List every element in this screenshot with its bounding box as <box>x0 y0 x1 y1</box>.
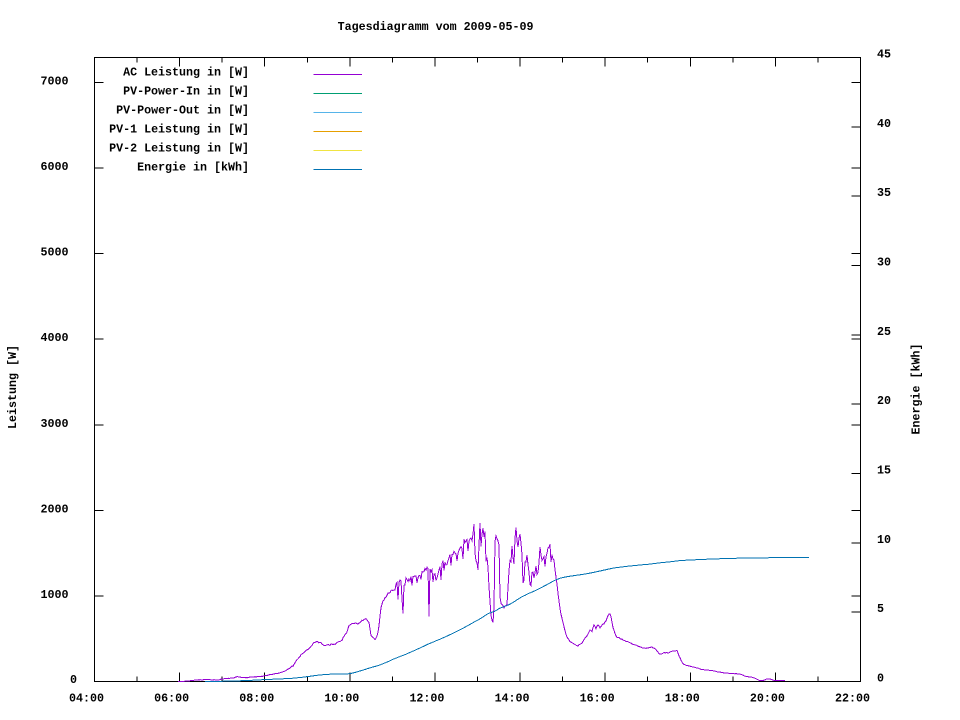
svg-text:14:00: 14:00 <box>495 692 530 706</box>
svg-text:2000: 2000 <box>41 502 69 516</box>
svg-text:6000: 6000 <box>41 160 69 174</box>
svg-text:Energie [kWh]: Energie [kWh] <box>910 344 924 435</box>
svg-text:0: 0 <box>877 672 884 686</box>
svg-text:Tagesdiagramm vom 2009-05-09: Tagesdiagramm vom 2009-05-09 <box>338 20 534 34</box>
svg-text:20:00: 20:00 <box>750 692 785 706</box>
svg-text:22:00: 22:00 <box>835 692 870 706</box>
svg-text:15: 15 <box>877 464 891 478</box>
svg-text:PV-Power-Out in [W]: PV-Power-Out in [W] <box>116 103 249 117</box>
svg-text:1000: 1000 <box>41 588 69 602</box>
svg-text:Energie in [kWh]: Energie in [kWh] <box>137 160 249 174</box>
svg-text:PV-1 Leistung in [W]: PV-1 Leistung in [W] <box>109 122 249 136</box>
svg-text:Leistung [W]: Leistung [W] <box>6 345 20 429</box>
svg-text:45: 45 <box>877 48 891 62</box>
svg-text:30: 30 <box>877 256 891 270</box>
svg-text:PV-Power-In in [W]: PV-Power-In in [W] <box>123 84 249 98</box>
svg-text:10: 10 <box>877 533 891 547</box>
svg-text:18:00: 18:00 <box>665 692 700 706</box>
svg-text:4000: 4000 <box>41 331 69 345</box>
svg-text:3000: 3000 <box>41 417 69 431</box>
svg-text:40: 40 <box>877 117 891 131</box>
svg-text:5000: 5000 <box>41 246 69 260</box>
svg-text:10:00: 10:00 <box>324 692 359 706</box>
svg-text:12:00: 12:00 <box>409 692 444 706</box>
svg-text:04:00: 04:00 <box>69 692 104 706</box>
svg-text:20: 20 <box>877 394 891 408</box>
svg-text:25: 25 <box>877 325 891 339</box>
svg-text:0: 0 <box>70 673 77 687</box>
svg-text:PV-2 Leistung in [W]: PV-2 Leistung in [W] <box>109 141 249 155</box>
svg-text:7000: 7000 <box>41 75 69 89</box>
svg-text:5: 5 <box>877 602 884 616</box>
svg-text:35: 35 <box>877 186 891 200</box>
svg-text:16:00: 16:00 <box>580 692 615 706</box>
svg-text:AC Leistung in [W]: AC Leistung in [W] <box>123 65 249 79</box>
svg-text:08:00: 08:00 <box>239 692 274 706</box>
svg-text:06:00: 06:00 <box>154 692 189 706</box>
